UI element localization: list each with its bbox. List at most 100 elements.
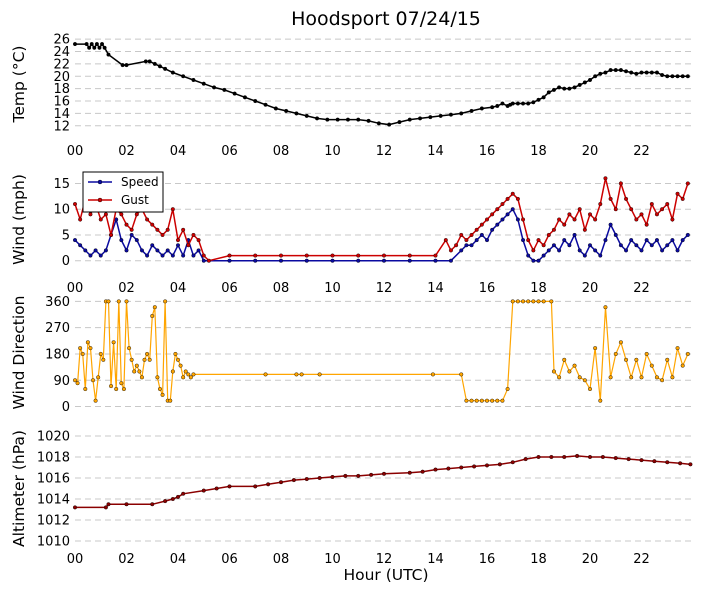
data-point (227, 484, 232, 489)
data-point (675, 74, 680, 79)
data-point (175, 494, 180, 499)
data-point (526, 299, 531, 304)
data-point (593, 74, 598, 79)
data-point (150, 313, 155, 318)
data-point (304, 258, 309, 263)
data-point (618, 68, 623, 73)
data-point (675, 346, 680, 351)
data-point (356, 473, 361, 478)
data-point (485, 398, 490, 403)
data-point (536, 238, 541, 243)
data-point (685, 232, 690, 237)
data-point (536, 299, 541, 304)
data-point (634, 217, 639, 222)
data-point (469, 243, 474, 248)
data-point (500, 202, 505, 207)
data-point (675, 191, 680, 196)
data-point (96, 375, 101, 380)
data-point (201, 488, 206, 493)
x-tick-label: 22 (633, 144, 650, 159)
data-point (137, 369, 142, 374)
y-tick-label: 5 (62, 228, 70, 243)
legend-marker (97, 179, 103, 185)
x-tick-label: 00 (67, 281, 84, 296)
data-point (93, 398, 98, 403)
data-point (212, 85, 217, 90)
data-point (263, 102, 268, 107)
y-tick-label: 0 (62, 400, 70, 415)
data-point (116, 299, 121, 304)
data-point (294, 111, 299, 116)
data-point (119, 381, 124, 386)
data-point (474, 227, 479, 232)
data-point (624, 248, 629, 253)
data-point (448, 112, 453, 117)
data-point (670, 217, 675, 222)
data-point (72, 505, 77, 510)
data-point (80, 351, 85, 356)
data-point (459, 111, 464, 116)
data-point (181, 253, 186, 258)
data-point (500, 101, 505, 106)
y-tick-label: 180 (45, 347, 70, 362)
data-point (588, 455, 593, 460)
x-tick-label: 02 (118, 552, 135, 567)
data-point (549, 455, 554, 460)
data-point (163, 66, 168, 71)
chart-title: Hoodsport 07/24/15 (291, 8, 481, 30)
data-point (551, 227, 556, 232)
data-point (510, 191, 515, 196)
data-point (521, 101, 526, 106)
data-point (582, 378, 587, 383)
data-point (382, 471, 387, 476)
data-point (459, 232, 464, 237)
data-point (291, 478, 296, 483)
data-point (206, 258, 211, 263)
y-tick-label: 1014 (37, 493, 70, 508)
data-point (485, 217, 490, 222)
data-point (593, 248, 598, 253)
data-point (567, 86, 572, 91)
data-point (139, 248, 144, 253)
data-point (459, 372, 464, 377)
data-point (443, 238, 448, 243)
data-point (382, 253, 387, 258)
data-point (557, 375, 562, 380)
y-tick-label: 1016 (37, 472, 70, 487)
data-point (639, 212, 644, 217)
x-tick-label: 20 (582, 552, 599, 567)
x-tick-label: 12 (376, 281, 393, 296)
data-point (593, 217, 598, 222)
data-point (165, 227, 170, 232)
data-point (665, 460, 670, 465)
data-point (304, 253, 309, 258)
y-tick-label: 1012 (37, 514, 70, 529)
data-point (639, 70, 644, 75)
data-point (670, 375, 675, 380)
data-point (129, 227, 134, 232)
data-point (124, 299, 129, 304)
data-point (562, 222, 567, 227)
data-point (526, 101, 531, 106)
data-point (418, 116, 423, 121)
x-tick-label: 10 (324, 281, 341, 296)
data-point (598, 202, 603, 207)
data-point (500, 217, 505, 222)
data-point (387, 122, 392, 127)
legend-label: Speed (121, 175, 159, 189)
x-tick-label: 02 (118, 144, 135, 159)
data-point (608, 222, 613, 227)
data-point (603, 176, 608, 181)
data-point (618, 340, 623, 345)
y-tick-label: 360 (45, 295, 70, 310)
data-point (670, 74, 675, 79)
data-point (433, 258, 438, 263)
data-point (505, 387, 510, 392)
data-point (109, 384, 114, 389)
data-point (196, 238, 201, 243)
data-point (120, 63, 125, 68)
data-point (170, 70, 175, 75)
data-point (523, 457, 528, 462)
data-point (124, 248, 129, 253)
data-point (448, 258, 453, 263)
